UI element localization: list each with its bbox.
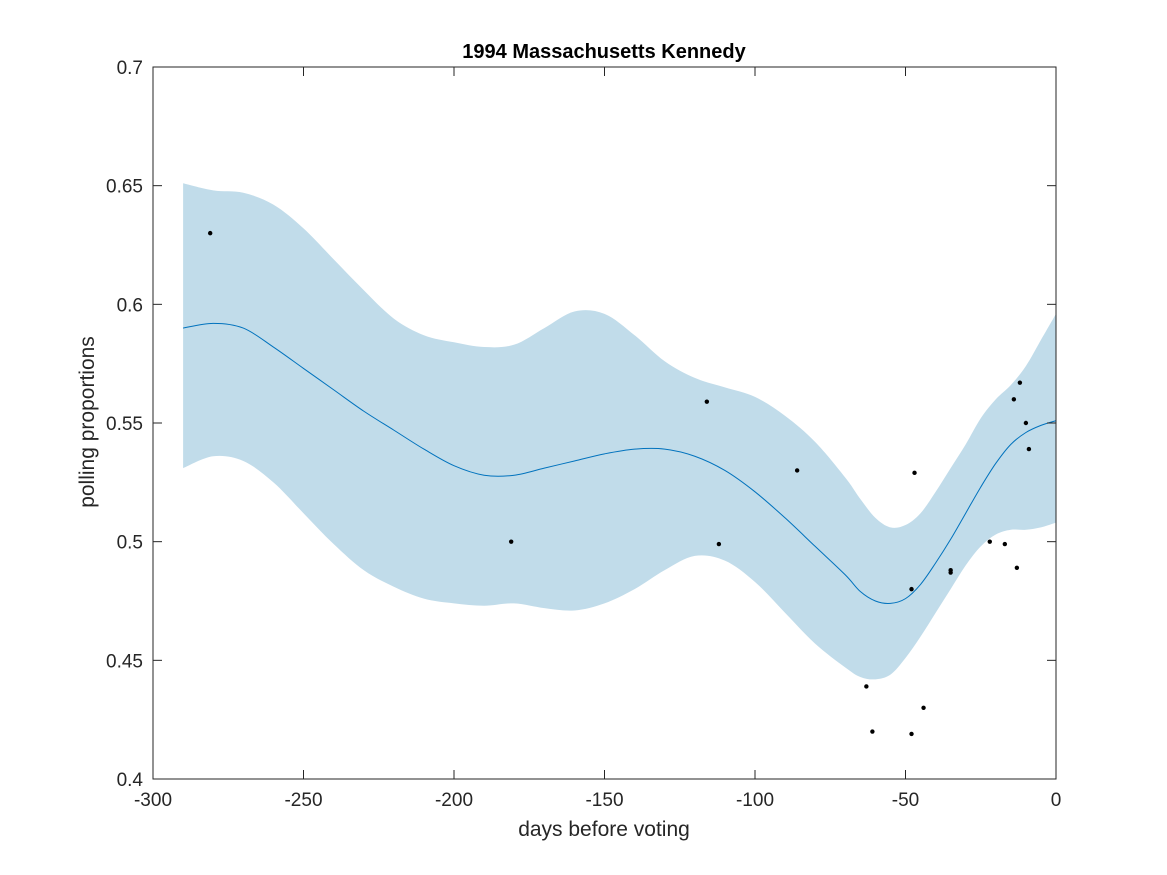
x-tick-label: 0: [1051, 790, 1062, 811]
data-point-8: [909, 731, 914, 737]
x-tick-label: -200: [435, 790, 473, 811]
data-point-18: [1023, 420, 1029, 426]
data-point-6: [870, 729, 875, 734]
mean-line-layer: [183, 322, 1057, 604]
data-point-14: [1002, 541, 1008, 547]
data-point-13: [987, 539, 992, 544]
data-point-4: [794, 468, 800, 473]
y-tick-label: 0.7: [117, 58, 143, 79]
y-tick-label: 0.4: [117, 770, 144, 791]
x-tick-label: -50: [892, 790, 919, 811]
data-point-7: [909, 586, 914, 592]
data-point-17: [1017, 380, 1023, 385]
y-tick-label: 0.6: [117, 295, 143, 316]
x-tick-label: -250: [284, 790, 322, 811]
y-axis-title: polling proportions: [76, 336, 99, 508]
data-point-12: [948, 570, 953, 575]
data-points-layer: [207, 230, 1032, 737]
data-point-5: [864, 684, 869, 689]
chart-title: 1994 Massachusetts Kennedy: [462, 41, 746, 63]
data-point-9: [912, 470, 917, 476]
data-point-2: [704, 399, 710, 404]
confidence-band: [183, 183, 1057, 680]
data-point-10: [921, 705, 926, 710]
mean-line-series-0: [183, 322, 1057, 604]
data-point-19: [1026, 446, 1032, 452]
confidence-band-layer: [183, 183, 1057, 680]
y-tick-label: 0.55: [106, 414, 143, 435]
data-point-16: [1014, 565, 1020, 570]
data-point-15: [1011, 397, 1017, 402]
y-tick-label: 0.65: [106, 177, 143, 198]
data-point-3: [716, 541, 722, 547]
x-tick-label: -150: [585, 790, 623, 811]
data-point-0: [207, 230, 213, 236]
x-axis-title: days before voting: [518, 818, 690, 841]
axis-ticks-layer: -300 -250 -200 -150 -100 -50 0 0.4 0.45 0.5 0.55 0.…: [106, 58, 1061, 811]
y-tick-label: 0.45: [106, 651, 143, 672]
y-tick-label: 0.5: [117, 533, 143, 554]
x-tick-label: -100: [736, 790, 774, 811]
data-point-1: [508, 539, 514, 544]
x-tick-label: -300: [134, 790, 172, 811]
